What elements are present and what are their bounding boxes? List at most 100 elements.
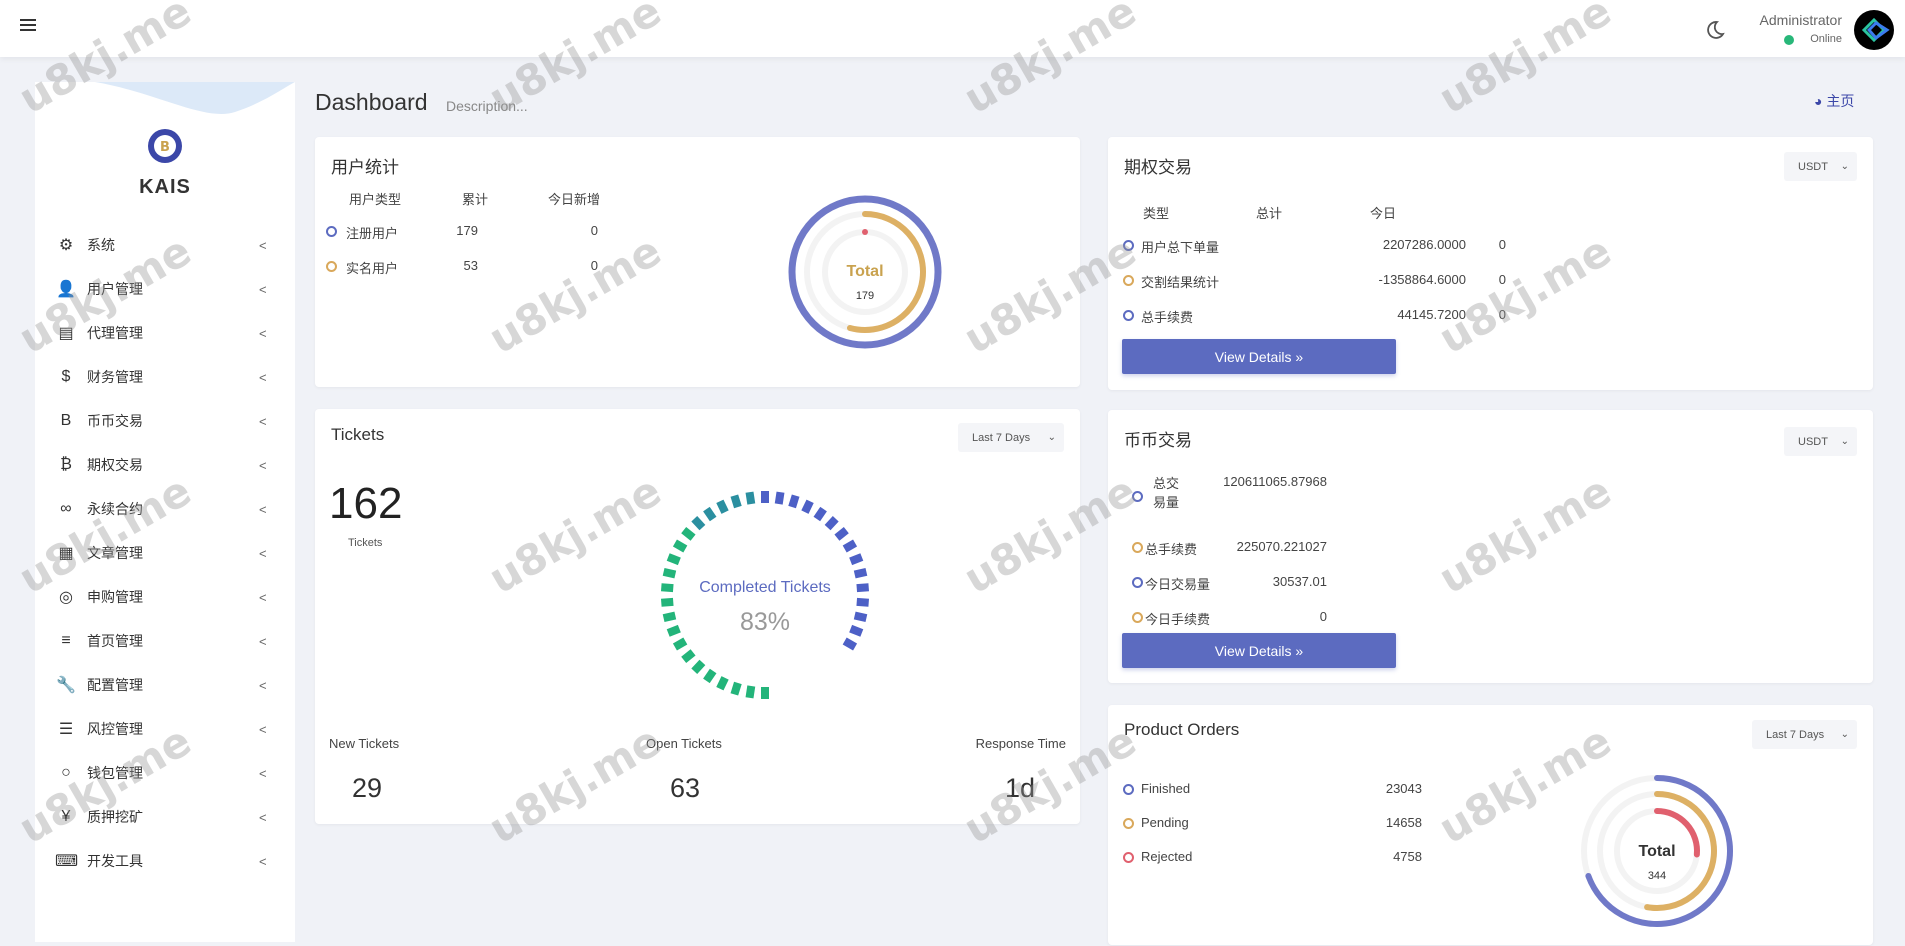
newspaper-icon: ▦ — [58, 545, 74, 562]
legend-circle-icon — [1123, 818, 1134, 829]
chevron-left-icon: < — [259, 765, 267, 781]
row-today: 0 — [1498, 307, 1506, 322]
col-header: 累计 — [462, 192, 489, 207]
donut-value: 179 — [856, 290, 874, 302]
sidebar-item[interactable]: ⚙ 系统 < — [35, 225, 295, 265]
sidebar-item[interactable]: B 币币交易 < — [35, 401, 295, 441]
keyboard-icon: ⌨ — [55, 853, 79, 870]
sidebar-item[interactable]: ☰ 风控管理 < — [35, 709, 295, 749]
sidebar-item[interactable]: ≡ 首页管理 < — [35, 621, 295, 661]
sidebar-item-label: 永续合约 — [87, 501, 143, 517]
chevron-left-icon: < — [259, 369, 267, 385]
row-label: Pending — [1141, 815, 1189, 830]
gauge-segment — [849, 553, 864, 566]
chevron-left-icon: < — [259, 325, 267, 341]
sidebar-item[interactable]: 🔧 配置管理 < — [35, 665, 295, 705]
legend-circle-icon — [1132, 612, 1143, 623]
gauge-segment — [788, 494, 800, 509]
currency-select[interactable]: USDT ⌄ — [1784, 152, 1857, 181]
pending-arc — [1644, 791, 1717, 911]
card-title: Product Orders — [1124, 720, 1240, 739]
dashboard-icon: ◕ — [1814, 93, 1823, 109]
gauge-segment — [849, 624, 864, 637]
row-today: 0 — [590, 258, 598, 273]
row-label: 总手续费 — [1145, 542, 1198, 557]
brand-logo: B — [148, 129, 182, 163]
chevron-left-icon: < — [259, 721, 267, 737]
gauge-segment — [672, 637, 688, 651]
row-today: 0 — [1498, 237, 1506, 252]
moon-icon[interactable] — [1705, 20, 1725, 40]
orders-donut-chart: Total 344 — [1581, 775, 1733, 927]
gauge-segment — [672, 539, 688, 553]
sidebar-item-label: 申购管理 — [87, 589, 143, 605]
chevron-down-icon: ⌄ — [1840, 729, 1849, 740]
spot-trading-card: 币币交易 USDT ⌄ 总交易量 120611065.87968 总手续费 2250… — [1108, 410, 1873, 683]
gauge-segment — [842, 637, 858, 651]
legend-circle-icon — [1123, 275, 1134, 286]
chevron-left-icon: < — [259, 633, 267, 649]
gauge-segment — [853, 567, 868, 579]
donut-label: Total — [846, 263, 883, 280]
hamburger-icon[interactable] — [20, 16, 36, 34]
sidebar-item[interactable]: ₿ 期权交易 < — [35, 445, 295, 485]
options-trading-card: 期权交易 USDT ⌄ 类型 总计 今日 用户总下单量 2207286.0000 0 … — [1108, 137, 1873, 390]
col-header: 今日新增 — [548, 192, 601, 207]
row-label: 总手续费 — [1141, 310, 1194, 325]
stat-label: New Tickets — [329, 736, 400, 751]
legend-circle-icon — [1123, 310, 1134, 321]
legend-circle-icon — [1132, 491, 1143, 502]
col-header: 今日 — [1370, 206, 1397, 221]
sidebar-item-label: 文章管理 — [87, 545, 143, 561]
gauge-segment — [774, 491, 785, 505]
gauge-segment — [666, 624, 681, 637]
sidebar-item-label: 用户管理 — [87, 281, 143, 297]
gauge-segment — [703, 506, 717, 522]
sidebar: B KAIS ⚙ 系统 < 👤 用户管理 < ▤ 代理管理 < $ 财务管理 <… — [35, 82, 295, 942]
sidebar-item-label: 首页管理 — [87, 633, 143, 649]
currency-select[interactable]: USDT ⌄ — [1784, 427, 1857, 456]
sidebar-item[interactable]: ○ 钱包管理 < — [35, 753, 295, 793]
sidebar-item[interactable]: ⌨ 开发工具 < — [35, 841, 295, 881]
gauge-segment — [730, 494, 742, 509]
view-details-button[interactable]: View Details » — [1122, 633, 1396, 668]
product-orders-card: Product Orders Last 7 Days ⌄ Finished 2304… — [1108, 705, 1873, 945]
stat-label: Response Time — [975, 736, 1066, 751]
sidebar-item[interactable]: ▦ 文章管理 < — [35, 533, 295, 573]
legend-circle-icon — [1123, 240, 1134, 251]
chevron-left-icon: < — [259, 545, 267, 561]
page-title: Dashboard — [315, 89, 428, 115]
gauge-segment — [703, 668, 717, 684]
gauge-segment — [853, 611, 868, 623]
gauge-label: Completed Tickets — [699, 579, 831, 596]
row-total: 53 — [463, 258, 478, 273]
id-card-icon: ▤ — [58, 325, 74, 342]
avatar[interactable] — [1854, 10, 1894, 50]
sidebar-item[interactable]: 👤 用户管理 < — [35, 269, 295, 309]
range-select[interactable]: Last 7 Days ⌄ — [958, 423, 1064, 452]
gear-icon: ⚙ — [58, 237, 74, 254]
sidebar-item[interactable]: ¥ 质押挖矿 < — [35, 797, 295, 837]
sidebar-item-label: 代理管理 — [87, 325, 143, 341]
sidebar-item[interactable]: ◎ 申购管理 < — [35, 577, 295, 617]
sidebar-item[interactable]: ▤ 代理管理 < — [35, 313, 295, 353]
row-label: Rejected — [1141, 849, 1193, 864]
row-value: 120611065.87968 — [1223, 474, 1327, 489]
bars-icon: ≡ — [61, 632, 71, 649]
wrench-icon: 🔧 — [56, 677, 76, 694]
sidebar-item-label: 配置管理 — [87, 677, 143, 693]
user-status: Online — [1810, 33, 1842, 45]
circle-icon: ○ — [61, 764, 71, 781]
breadcrumb[interactable]: ◕ 主页 — [1814, 91, 1854, 111]
registered-ring — [788, 195, 942, 349]
gauge-segment — [660, 583, 674, 593]
sidebar-item-label: 财务管理 — [87, 369, 143, 385]
legend-circle-icon — [1132, 542, 1143, 553]
range-select[interactable]: Last 7 Days ⌄ — [1752, 720, 1857, 749]
gauge-segment — [824, 516, 839, 531]
sidebar-item[interactable]: $ 财务管理 < — [35, 357, 295, 397]
completed-tickets-gauge: Completed Tickets 83% — [660, 491, 870, 699]
view-details-button[interactable]: View Details » — [1122, 339, 1396, 374]
sidebar-item[interactable]: ∞ 永续合约 < — [35, 489, 295, 529]
lifebuoy-icon: ◎ — [59, 589, 73, 606]
